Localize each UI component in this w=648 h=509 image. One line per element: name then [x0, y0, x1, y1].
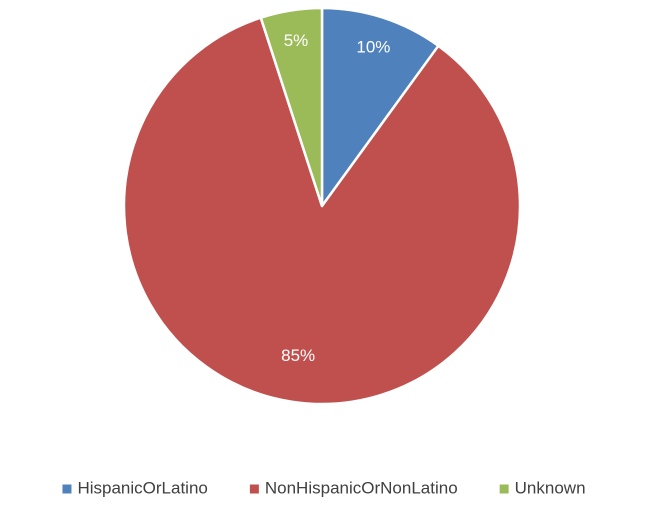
data-labels: 10% 85% 5% — [281, 31, 390, 365]
data-label: 85% — [281, 346, 315, 365]
legend-item: NonHispanicOrNonLatino — [249, 478, 458, 497]
legend-marker — [62, 484, 72, 494]
legend-text: NonHispanicOrNonLatino — [265, 478, 458, 497]
legend-text: Unknown — [515, 478, 586, 497]
legend-item: HispanicOrLatino — [62, 478, 208, 497]
pie-slice — [259, 6, 324, 208]
legend-marker — [249, 484, 259, 494]
data-label: 5% — [284, 31, 309, 50]
data-label: 10% — [356, 37, 390, 56]
pie-slice — [122, 16, 522, 406]
legend-text: HispanicOrLatino — [77, 478, 207, 497]
pie-slice — [320, 6, 440, 208]
legend: HispanicOrLatino NonHispanicOrNonLatino Un… — [62, 478, 586, 497]
pie — [122, 6, 522, 406]
legend-marker — [499, 484, 509, 494]
legend-item: Unknown — [499, 478, 586, 497]
